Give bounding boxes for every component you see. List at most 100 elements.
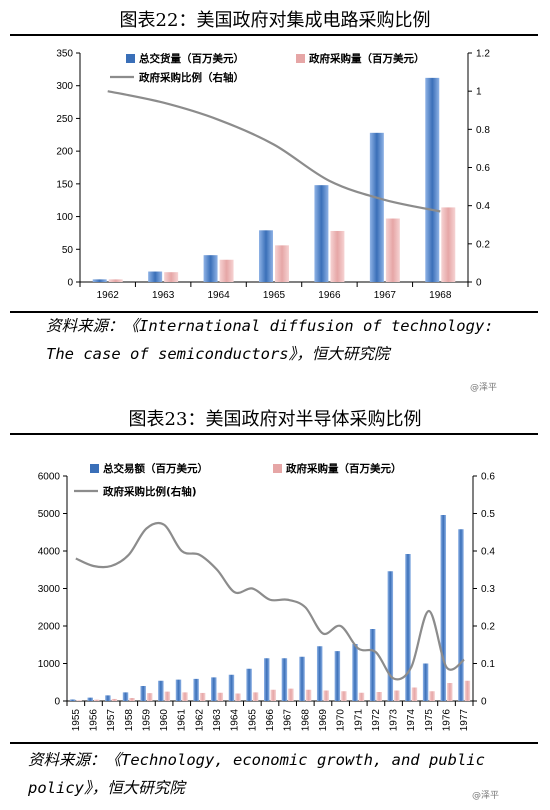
legend-label-government: 政府采购量（百万美元） bbox=[309, 52, 425, 65]
y2-tick-label: 0.4 bbox=[476, 201, 490, 212]
x-tick-label: 1967 bbox=[283, 709, 294, 732]
x-tick-label: 1966 bbox=[265, 709, 276, 732]
bar-government bbox=[305, 689, 312, 701]
bar-total bbox=[369, 132, 384, 282]
y2-tick-label: 0.1 bbox=[481, 659, 495, 670]
bar-total bbox=[405, 554, 411, 701]
bar-total bbox=[458, 529, 464, 701]
y2-tick-label: 1 bbox=[476, 87, 482, 98]
x-tick-label: 1976 bbox=[442, 709, 453, 732]
bar-government bbox=[76, 700, 82, 701]
x-tick-label: 1970 bbox=[336, 709, 347, 732]
bar-total bbox=[122, 692, 129, 701]
legend-label-government: 政府采购量（百万美元） bbox=[286, 462, 402, 475]
x-tick-label: 1961 bbox=[177, 709, 188, 732]
x-tick-label: 1959 bbox=[141, 709, 152, 732]
figure-23-title: 图表23：美国政府对半导体采购比例 bbox=[128, 409, 422, 430]
x-tick-label: 1975 bbox=[424, 709, 435, 732]
y2-tick-label: 0.3 bbox=[481, 584, 495, 595]
y-tick-label: 200 bbox=[56, 147, 73, 158]
bar-total bbox=[387, 571, 394, 701]
bar-government bbox=[394, 690, 400, 701]
x-tick-label: 1957 bbox=[106, 709, 117, 732]
legend-label-ratio: 政府采购比例(右轴) bbox=[103, 485, 197, 498]
bar-total bbox=[314, 185, 329, 282]
bar-government bbox=[217, 692, 224, 701]
bar-total bbox=[92, 279, 107, 282]
bar-government bbox=[411, 687, 418, 701]
bar-government bbox=[376, 692, 382, 701]
bar-government bbox=[447, 683, 453, 701]
legend-swatch-government bbox=[273, 464, 282, 473]
bar-government bbox=[219, 259, 234, 282]
bar-government bbox=[93, 699, 100, 701]
title-rule-1 bbox=[10, 34, 538, 36]
title-rule-2 bbox=[10, 433, 538, 435]
x-tick-label: 1977 bbox=[459, 709, 470, 732]
y-tick-label: 2000 bbox=[38, 622, 61, 633]
x-tick-label: 1962 bbox=[97, 290, 120, 301]
x-tick-label: 1964 bbox=[230, 709, 241, 732]
bar-total bbox=[369, 629, 376, 701]
x-tick-label: 1956 bbox=[88, 709, 99, 732]
x-tick-label: 1972 bbox=[371, 709, 382, 732]
bar-government bbox=[129, 698, 135, 701]
y2-tick-label: 0.2 bbox=[481, 622, 495, 633]
bar-total bbox=[246, 668, 252, 701]
x-tick-label: 1963 bbox=[152, 290, 175, 301]
watermark-2: @泽平 bbox=[472, 791, 500, 801]
x-tick-label: 1967 bbox=[374, 290, 397, 301]
bottom-rule-2 bbox=[10, 742, 538, 744]
bar-government bbox=[464, 680, 471, 701]
y2-tick-label: 1.2 bbox=[476, 49, 490, 60]
bar-total bbox=[425, 77, 440, 282]
x-tick-label: 1964 bbox=[207, 290, 230, 301]
legend-swatch-total bbox=[126, 54, 135, 63]
y2-tick-label: 0.5 bbox=[481, 509, 495, 520]
x-tick-label: 1968 bbox=[300, 709, 311, 732]
x-tick-label: 1974 bbox=[406, 709, 417, 732]
bar-government bbox=[111, 698, 118, 701]
y-tick-label: 5000 bbox=[38, 509, 61, 520]
figure-23-source: 资料来源：《Technology, economic growth, and p… bbox=[28, 751, 485, 797]
bar-government bbox=[146, 693, 153, 701]
bar-government bbox=[358, 692, 365, 701]
y2-tick-label: 0 bbox=[481, 697, 487, 708]
x-tick-label: 1955 bbox=[71, 709, 82, 732]
bar-total bbox=[440, 515, 447, 701]
bottom-rule-1 bbox=[10, 311, 538, 313]
bar-government bbox=[252, 692, 259, 701]
bar-government bbox=[164, 272, 179, 282]
bar-total bbox=[203, 255, 218, 282]
x-tick-label: 1960 bbox=[159, 709, 170, 732]
bar-government bbox=[323, 690, 329, 701]
bar-government bbox=[341, 691, 347, 701]
legend-label-total: 总交易额（百万美元） bbox=[103, 462, 208, 475]
y2-tick-label: 0 bbox=[476, 278, 482, 289]
bar-government bbox=[275, 245, 289, 282]
legend-swatch-total bbox=[90, 464, 99, 473]
watermark-1: @泽平 bbox=[470, 383, 498, 393]
y2-tick-label: 0.4 bbox=[481, 547, 495, 558]
bar-total bbox=[334, 651, 341, 701]
bar-total bbox=[299, 656, 305, 701]
y-tick-label: 0 bbox=[67, 278, 73, 289]
x-tick-label: 1963 bbox=[212, 709, 223, 732]
figure-22-source: 资料来源：《International diffusion of technol… bbox=[46, 317, 494, 363]
y2-tick-label: 0.6 bbox=[481, 472, 495, 483]
x-tick-label: 1962 bbox=[194, 709, 205, 732]
bar-total bbox=[264, 658, 270, 701]
x-tick-label: 1971 bbox=[353, 709, 364, 732]
bar-total bbox=[87, 697, 93, 701]
x-tick-label: 1958 bbox=[124, 709, 135, 732]
y-tick-label: 250 bbox=[56, 114, 73, 125]
chart-ic-procurement: 0 50 100 150 200 250 300 350 0 0.2 0.4 0.6 0.8 1 1.2 19… bbox=[56, 49, 490, 302]
legend-label-total: 总交货量（百万美元） bbox=[139, 52, 244, 65]
x-tick-label: 1973 bbox=[389, 709, 400, 732]
y-tick-label: 150 bbox=[56, 179, 73, 190]
y-tick-label: 50 bbox=[62, 245, 74, 256]
bar-total bbox=[281, 658, 288, 701]
bar-total bbox=[352, 644, 358, 701]
bar-government bbox=[385, 218, 400, 282]
y2-tick-label: 0.8 bbox=[476, 125, 490, 136]
